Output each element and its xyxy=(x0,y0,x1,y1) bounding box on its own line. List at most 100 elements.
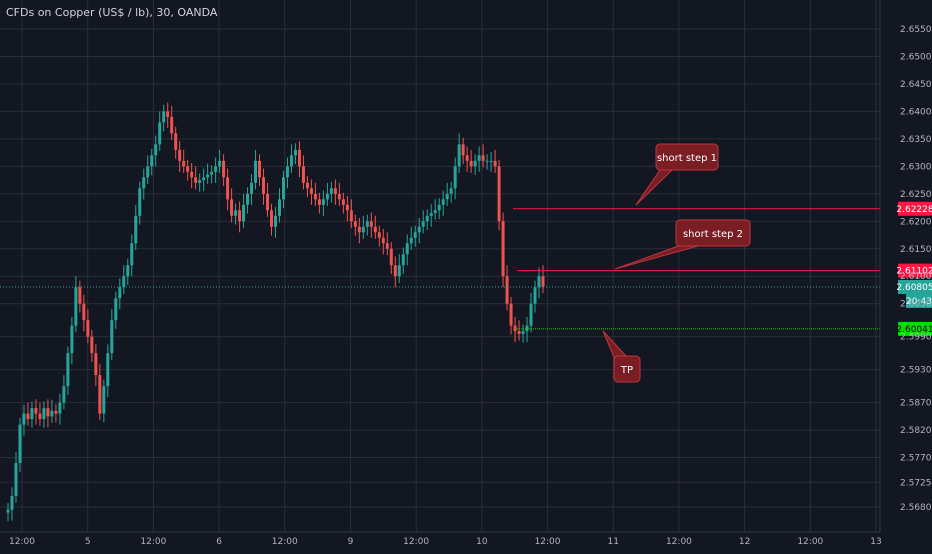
time-tick-label: 12:00 xyxy=(535,537,561,547)
short-step-2-level-badge-label: 2.61102 xyxy=(896,267,932,277)
candle-body xyxy=(497,166,501,222)
candle-body xyxy=(174,133,178,150)
candle-body xyxy=(465,155,469,161)
candle-body xyxy=(274,215,277,227)
candle-body xyxy=(154,144,158,156)
candle-body xyxy=(158,122,162,145)
price-tick-label: 2.58200 xyxy=(900,426,932,436)
candle-body xyxy=(202,177,206,181)
price-tick-label: 2.60500 xyxy=(900,300,932,310)
price-tick-label: 2.62000 xyxy=(900,217,932,227)
candle-body xyxy=(493,160,497,167)
time-tick-label: 10 xyxy=(476,537,488,547)
symbol-legend[interactable]: CFDs on Copper (US$ / lb), 30, OANDA xyxy=(6,6,217,19)
short-step-2-level-badge[interactable] xyxy=(898,263,932,278)
callouts[interactable]: short step 1 short step 2 TP xyxy=(602,143,751,383)
candle-body xyxy=(501,221,505,277)
time-tick-label: 12 xyxy=(739,537,750,547)
candle-body xyxy=(262,177,266,194)
price-axis[interactable]: 2.65500 2.65000 2.64500 2.64000 2.63500 2.630… xyxy=(879,0,932,532)
candle-body xyxy=(321,199,325,205)
short-step-1-level-badge[interactable] xyxy=(898,201,932,216)
candle-body xyxy=(517,331,521,334)
candle-body xyxy=(250,182,254,194)
candle-body xyxy=(6,509,10,513)
callout-tp-label: TP xyxy=(620,365,633,376)
candle-body xyxy=(210,171,214,175)
callout-short-step-1[interactable]: short step 1 xyxy=(635,143,719,206)
callout-short-step-2-label: short step 2 xyxy=(683,229,743,240)
candle-body xyxy=(429,213,433,216)
countdown-badge xyxy=(906,293,932,308)
candle-body xyxy=(409,237,413,244)
candle-body xyxy=(74,287,78,326)
candle-body xyxy=(333,188,337,194)
time-tick-label: 11 xyxy=(608,537,619,547)
price-tick-label: 2.59300 xyxy=(900,366,932,376)
candle-body xyxy=(361,226,365,233)
candle-body xyxy=(58,402,62,414)
last-price-badge-label: 2.60805 xyxy=(896,283,932,293)
candle-body xyxy=(34,408,38,414)
candle-body xyxy=(541,276,545,287)
price-tick-label: 2.63500 xyxy=(900,135,932,145)
symbol-title: CFDs on Copper (US$ / lb), 30, OANDA xyxy=(6,6,218,19)
candle-body xyxy=(82,303,86,321)
candle-body xyxy=(22,413,26,425)
candle-body xyxy=(509,303,513,326)
candle-body xyxy=(126,265,130,277)
candle-body xyxy=(453,166,457,189)
candle-body xyxy=(14,463,18,497)
last-price-badge[interactable] xyxy=(898,279,932,294)
candle-body xyxy=(445,193,449,200)
candle-body xyxy=(433,210,437,214)
callout-short-step-1-box xyxy=(655,143,719,171)
candle-body xyxy=(226,177,230,200)
candle-body xyxy=(206,174,210,178)
candle-body xyxy=(457,144,461,167)
levels[interactable]: 2.62228 2.61102 2.60041 2.60805 20:43 xyxy=(0,201,932,336)
candle-body xyxy=(142,177,146,189)
candle-body xyxy=(421,221,425,227)
callout-short-step-2[interactable]: short step 2 xyxy=(614,219,751,270)
time-tick-label: 12:00 xyxy=(272,537,298,547)
candle-body xyxy=(481,155,485,161)
callout-tp[interactable]: TP xyxy=(602,330,641,383)
price-tick-label: 2.62500 xyxy=(900,190,932,200)
candles xyxy=(6,102,545,522)
candle-body xyxy=(469,160,473,167)
time-tick-label: 12:00 xyxy=(140,537,166,547)
candle-body xyxy=(389,248,393,266)
candle-body xyxy=(78,287,82,304)
callout-short-step-2-box xyxy=(675,219,751,247)
candle-body xyxy=(186,166,190,172)
candle-body xyxy=(461,144,465,156)
candle-body xyxy=(277,199,281,216)
candle-body xyxy=(417,226,421,233)
candle-body xyxy=(289,155,293,167)
price-tick-label: 2.57250 xyxy=(900,478,932,488)
candle-body xyxy=(86,320,90,337)
candle-body xyxy=(477,155,481,161)
candle-body xyxy=(130,243,134,266)
candle-body xyxy=(313,193,317,200)
time-axis[interactable]: 12:00 5 12:00 6 12:00 9 12:00 10 12:00 11 12:00 12 1… xyxy=(0,531,882,547)
candle-body xyxy=(30,408,34,420)
time-tick-label: 9 xyxy=(348,537,354,547)
price-tick-label: 2.65500 xyxy=(900,25,932,35)
candle-body xyxy=(150,155,154,167)
candle-body xyxy=(301,166,305,183)
tp-level-badge-label: 2.60041 xyxy=(896,325,932,335)
price-tick-label: 2.64000 xyxy=(900,107,932,117)
candle-body xyxy=(94,353,98,376)
time-tick-label: 6 xyxy=(216,537,222,547)
candle-body xyxy=(473,160,477,167)
tp-level-badge[interactable] xyxy=(898,321,932,336)
candle-body xyxy=(377,232,381,238)
candle-body xyxy=(166,111,170,117)
time-tick-label: 13 xyxy=(870,537,881,547)
